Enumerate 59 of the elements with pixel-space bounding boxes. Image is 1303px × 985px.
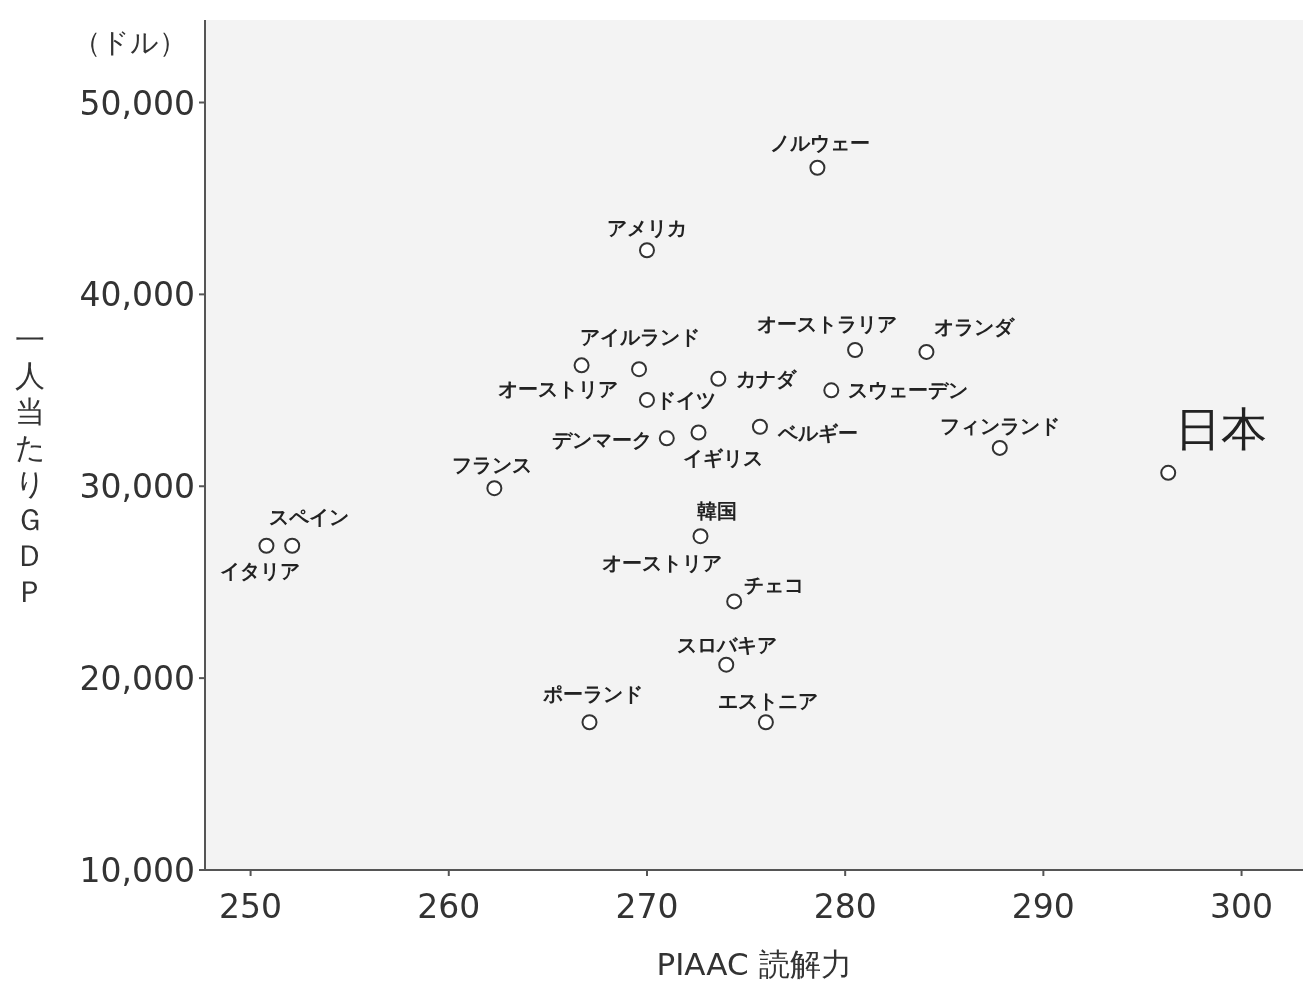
point (823, 382, 840, 399)
point (718, 656, 735, 673)
annotation: アイルランド (579, 325, 700, 350)
point (692, 528, 709, 545)
point (581, 714, 598, 731)
annotation: ノルウェー (770, 130, 871, 155)
annotation: チェコ (744, 573, 805, 598)
annotation: フィンランド (939, 413, 1060, 438)
annotation: 韓国 (697, 499, 738, 524)
point (638, 242, 655, 259)
y-tick-label: 50,000 (79, 83, 195, 123)
annotation: 日本 (1175, 401, 1268, 456)
point (690, 424, 707, 441)
annotation: スウェーデン (848, 378, 969, 403)
annotation: オーストリア (602, 551, 723, 576)
x-axis-title: PIAAC 読解力 (656, 946, 852, 982)
point (991, 439, 1008, 456)
annotation: オーストラリア (757, 312, 898, 337)
x-tick-label: 260 (417, 887, 481, 926)
point (658, 430, 675, 447)
point (918, 343, 935, 360)
point (486, 480, 503, 497)
y-tick-label: 20,000 (79, 659, 195, 699)
point (284, 537, 301, 554)
point (751, 418, 768, 435)
point (573, 357, 590, 374)
annotation: ベルギー (776, 420, 858, 445)
annotation: ドイツ (655, 387, 716, 412)
x-tick-label: 270 (615, 887, 679, 926)
annotation: イギリス (682, 445, 763, 470)
annotation: オーストリア (498, 377, 619, 402)
annotation: デンマーク (551, 428, 652, 453)
point (726, 593, 743, 610)
point (809, 159, 826, 176)
x-tick-label: 300 (1210, 887, 1274, 926)
point (1160, 464, 1177, 481)
y-axis-title: 一人当たりＧＤＰ (14, 322, 46, 609)
x-tick-label: 250 (219, 887, 283, 926)
x-tick-label: 280 (813, 887, 877, 926)
point (631, 361, 648, 378)
point (710, 370, 727, 387)
annotation: ポーランド (542, 682, 644, 707)
point (638, 391, 655, 408)
y-tick-label: 10,000 (79, 851, 195, 890)
annotation: フランス (452, 453, 533, 478)
text: （ドル） (73, 26, 187, 59)
annotation: スペイン (269, 504, 350, 529)
annotation: エストニア (717, 689, 818, 714)
y-tick-label: 30,000 (79, 467, 195, 507)
annotation: オランダ (934, 314, 1016, 339)
annotation: スロバキア (677, 632, 778, 657)
annotation: カナダ (736, 366, 798, 391)
x-tick-label: 290 (1011, 887, 1075, 926)
annotation: アメリカ (606, 216, 687, 241)
annotation: イタリア (220, 558, 301, 583)
point (258, 537, 275, 554)
point (757, 714, 774, 731)
y-tick-label: 40,000 (79, 275, 195, 315)
point (847, 342, 864, 359)
